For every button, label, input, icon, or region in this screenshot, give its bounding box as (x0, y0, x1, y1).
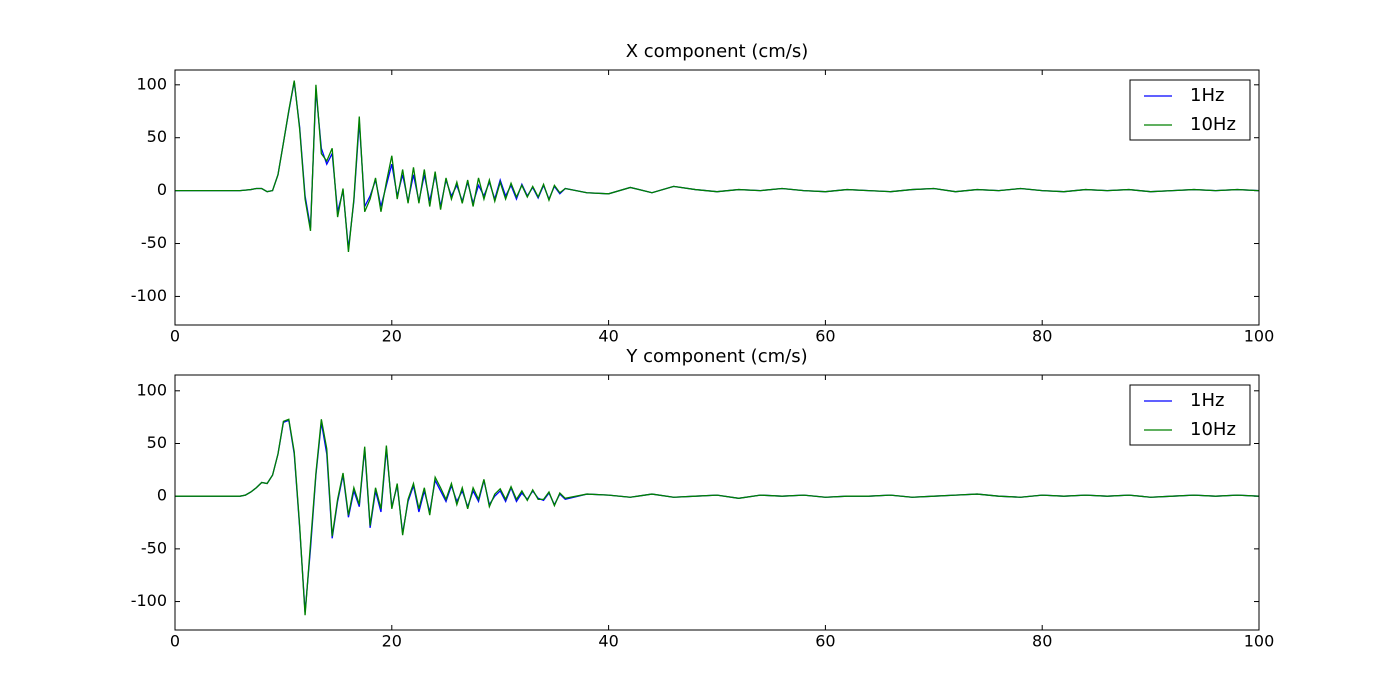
legend-label: 1Hz (1190, 85, 1224, 106)
y-tick-label: 0 (157, 180, 167, 199)
x-tick-label: 60 (815, 327, 835, 346)
y-tick-label: -50 (141, 538, 167, 557)
y-tick-label: -100 (131, 591, 167, 610)
data-line (175, 419, 1259, 613)
legend-label: 10Hz (1190, 419, 1236, 440)
y-tick-label: -100 (131, 286, 167, 305)
legend-box (1129, 79, 1251, 141)
data-line (175, 81, 1259, 249)
x-tick-label: 40 (598, 632, 618, 651)
legend-box (1129, 384, 1251, 446)
y-tick-label: 50 (147, 127, 167, 146)
x-tick-label: 80 (1032, 327, 1052, 346)
data-line (175, 80, 1259, 253)
y-tick-label: 100 (136, 74, 167, 93)
y-tick-label: -50 (141, 233, 167, 252)
y-tick-label: 0 (157, 486, 167, 505)
plot-frame (174, 69, 1260, 326)
x-tick-label: 80 (1032, 632, 1052, 651)
x-tick-label: 0 (170, 632, 180, 651)
plot-frame (174, 374, 1260, 631)
x-tick-label: 60 (815, 632, 835, 651)
x-tick-label: 20 (382, 327, 402, 346)
chart-title: X component (cm/s) (626, 41, 809, 62)
x-tick-label: 0 (170, 327, 180, 346)
chart-title: Y component (cm/s) (625, 346, 807, 367)
data-line (175, 418, 1259, 616)
y-tick-label: 50 (147, 433, 167, 452)
x-tick-label: 40 (598, 327, 618, 346)
x-tick-label: 20 (382, 632, 402, 651)
y-tick-label: 100 (136, 380, 167, 399)
legend-label: 10Hz (1190, 114, 1236, 135)
legend-label: 1Hz (1190, 390, 1224, 411)
x-tick-label: 100 (1244, 632, 1275, 651)
x-tick-label: 100 (1244, 327, 1275, 346)
